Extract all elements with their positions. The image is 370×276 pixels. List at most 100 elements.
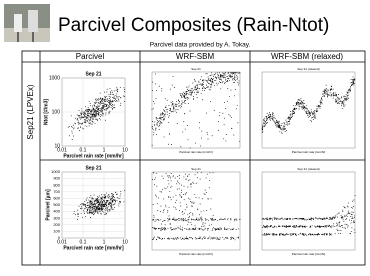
scatter-dot: [182, 211, 183, 212]
scatter-dot: [171, 180, 172, 181]
scatter-dot: [154, 217, 155, 218]
column-header: Parcivel: [76, 52, 105, 61]
scatter-dot: [348, 98, 349, 99]
scatter-dot: [173, 239, 174, 240]
scatter-dot: [345, 207, 346, 208]
scatter-dot: [196, 94, 197, 95]
scatter-dot: [338, 102, 339, 103]
scatter-dot: [219, 219, 220, 220]
scatter-dot: [101, 99, 102, 100]
scatter-dot: [96, 99, 97, 100]
scatter-dot: [203, 226, 204, 227]
scatter-dot: [199, 220, 200, 221]
scatter-dot: [160, 117, 161, 118]
scatter-dot: [102, 199, 103, 200]
scatter-dot: [224, 83, 225, 84]
scatter-dot: [159, 129, 160, 130]
scatter-dot: [303, 106, 304, 107]
scatter-dot: [296, 104, 297, 105]
scatter-dot: [184, 199, 185, 200]
scatter-dot: [326, 91, 327, 92]
panel-title: Sep 21: [85, 71, 101, 77]
scatter-dot: [91, 124, 92, 125]
scatter-dot: [283, 129, 284, 130]
scatter-dot: [279, 219, 280, 220]
scatter-dot: [92, 206, 93, 207]
scatter-dot: [180, 237, 181, 238]
scatter-dot: [102, 209, 103, 210]
scatter-dot: [164, 136, 165, 137]
scatter-dot: [277, 126, 278, 127]
scatter-dot: [119, 201, 120, 202]
scatter-dot: [89, 213, 90, 214]
scatter-dot: [92, 109, 93, 110]
scatter-dot: [88, 111, 89, 112]
scatter-dot: [328, 90, 329, 91]
scatter-dot: [102, 115, 103, 116]
scatter-dot: [177, 219, 178, 220]
scatter-dot: [154, 103, 155, 104]
scatter-dot: [87, 120, 88, 121]
scatter-dot: [310, 113, 311, 114]
scatter-dot: [160, 228, 161, 229]
scatter-dot: [109, 104, 110, 105]
scatter-dot: [340, 101, 341, 102]
scatter-dot: [328, 94, 329, 95]
scatter-dot: [353, 220, 354, 221]
scatter-dot: [309, 219, 310, 220]
scatter-dot: [83, 128, 84, 129]
scatter-dot: [103, 99, 104, 100]
scatter-dot: [206, 177, 207, 178]
panels: 1000100100.010.1110Sep 21Parcivel rain r…: [43, 67, 355, 256]
scatter-dot: [179, 101, 180, 102]
scatter-dot: [166, 173, 167, 174]
scatter-dot: [160, 121, 161, 122]
scatter-dot: [227, 76, 228, 77]
scatter-dot: [220, 79, 221, 80]
scatter-dot: [299, 103, 300, 104]
scatter-dot: [283, 126, 284, 127]
scatter-dot: [329, 95, 330, 96]
page: {"header": {"title": "Parcivel Composite…: [0, 0, 370, 271]
scatter-dot: [220, 237, 221, 238]
scatter-dot: [89, 209, 90, 210]
scatter-dot: [173, 197, 174, 198]
scatter-dot: [96, 100, 97, 101]
scatter-dot: [93, 211, 94, 212]
scatter-dot: [337, 214, 338, 215]
scatter-dot: [309, 233, 310, 234]
scatter-dot: [106, 100, 107, 101]
scatter-dot: [341, 97, 342, 98]
scatter-dot: [107, 211, 108, 212]
scatter-dot: [273, 227, 274, 228]
scatter-dot: [197, 209, 198, 210]
scatter-dot: [217, 72, 218, 73]
scatter-dot: [95, 204, 96, 205]
scatter-dot: [348, 202, 349, 203]
scatter-dot: [188, 180, 189, 181]
scatter-dot: [104, 214, 105, 215]
scatter-dot: [112, 201, 113, 202]
scatter-dot: [90, 105, 91, 106]
scatter-dot: [117, 200, 118, 201]
scatter-dot: [96, 113, 97, 114]
scatter-dot: [334, 95, 335, 96]
scatter-dot: [117, 101, 118, 102]
scatter-dot: [212, 220, 213, 221]
scatter-dot: [100, 98, 101, 99]
scatter-dot: [192, 83, 193, 84]
scatter-dot: [82, 217, 83, 218]
scatter-dot: [266, 226, 267, 227]
scatter-dot: [233, 82, 234, 83]
scatter-dot: [209, 180, 210, 181]
scatter-dot: [104, 198, 105, 199]
scatter-dot: [344, 106, 345, 107]
scatter-dot: [109, 100, 110, 101]
scatter-dot: [176, 239, 177, 240]
scatter-dot: [322, 103, 323, 104]
y-tick-label: 600: [53, 195, 60, 200]
scatter-dot: [326, 227, 327, 228]
scatter-dot: [215, 80, 216, 81]
x-axis-label: Parcivel rain rate [mm/hr]: [63, 153, 124, 159]
scatter-dot: [200, 79, 201, 80]
